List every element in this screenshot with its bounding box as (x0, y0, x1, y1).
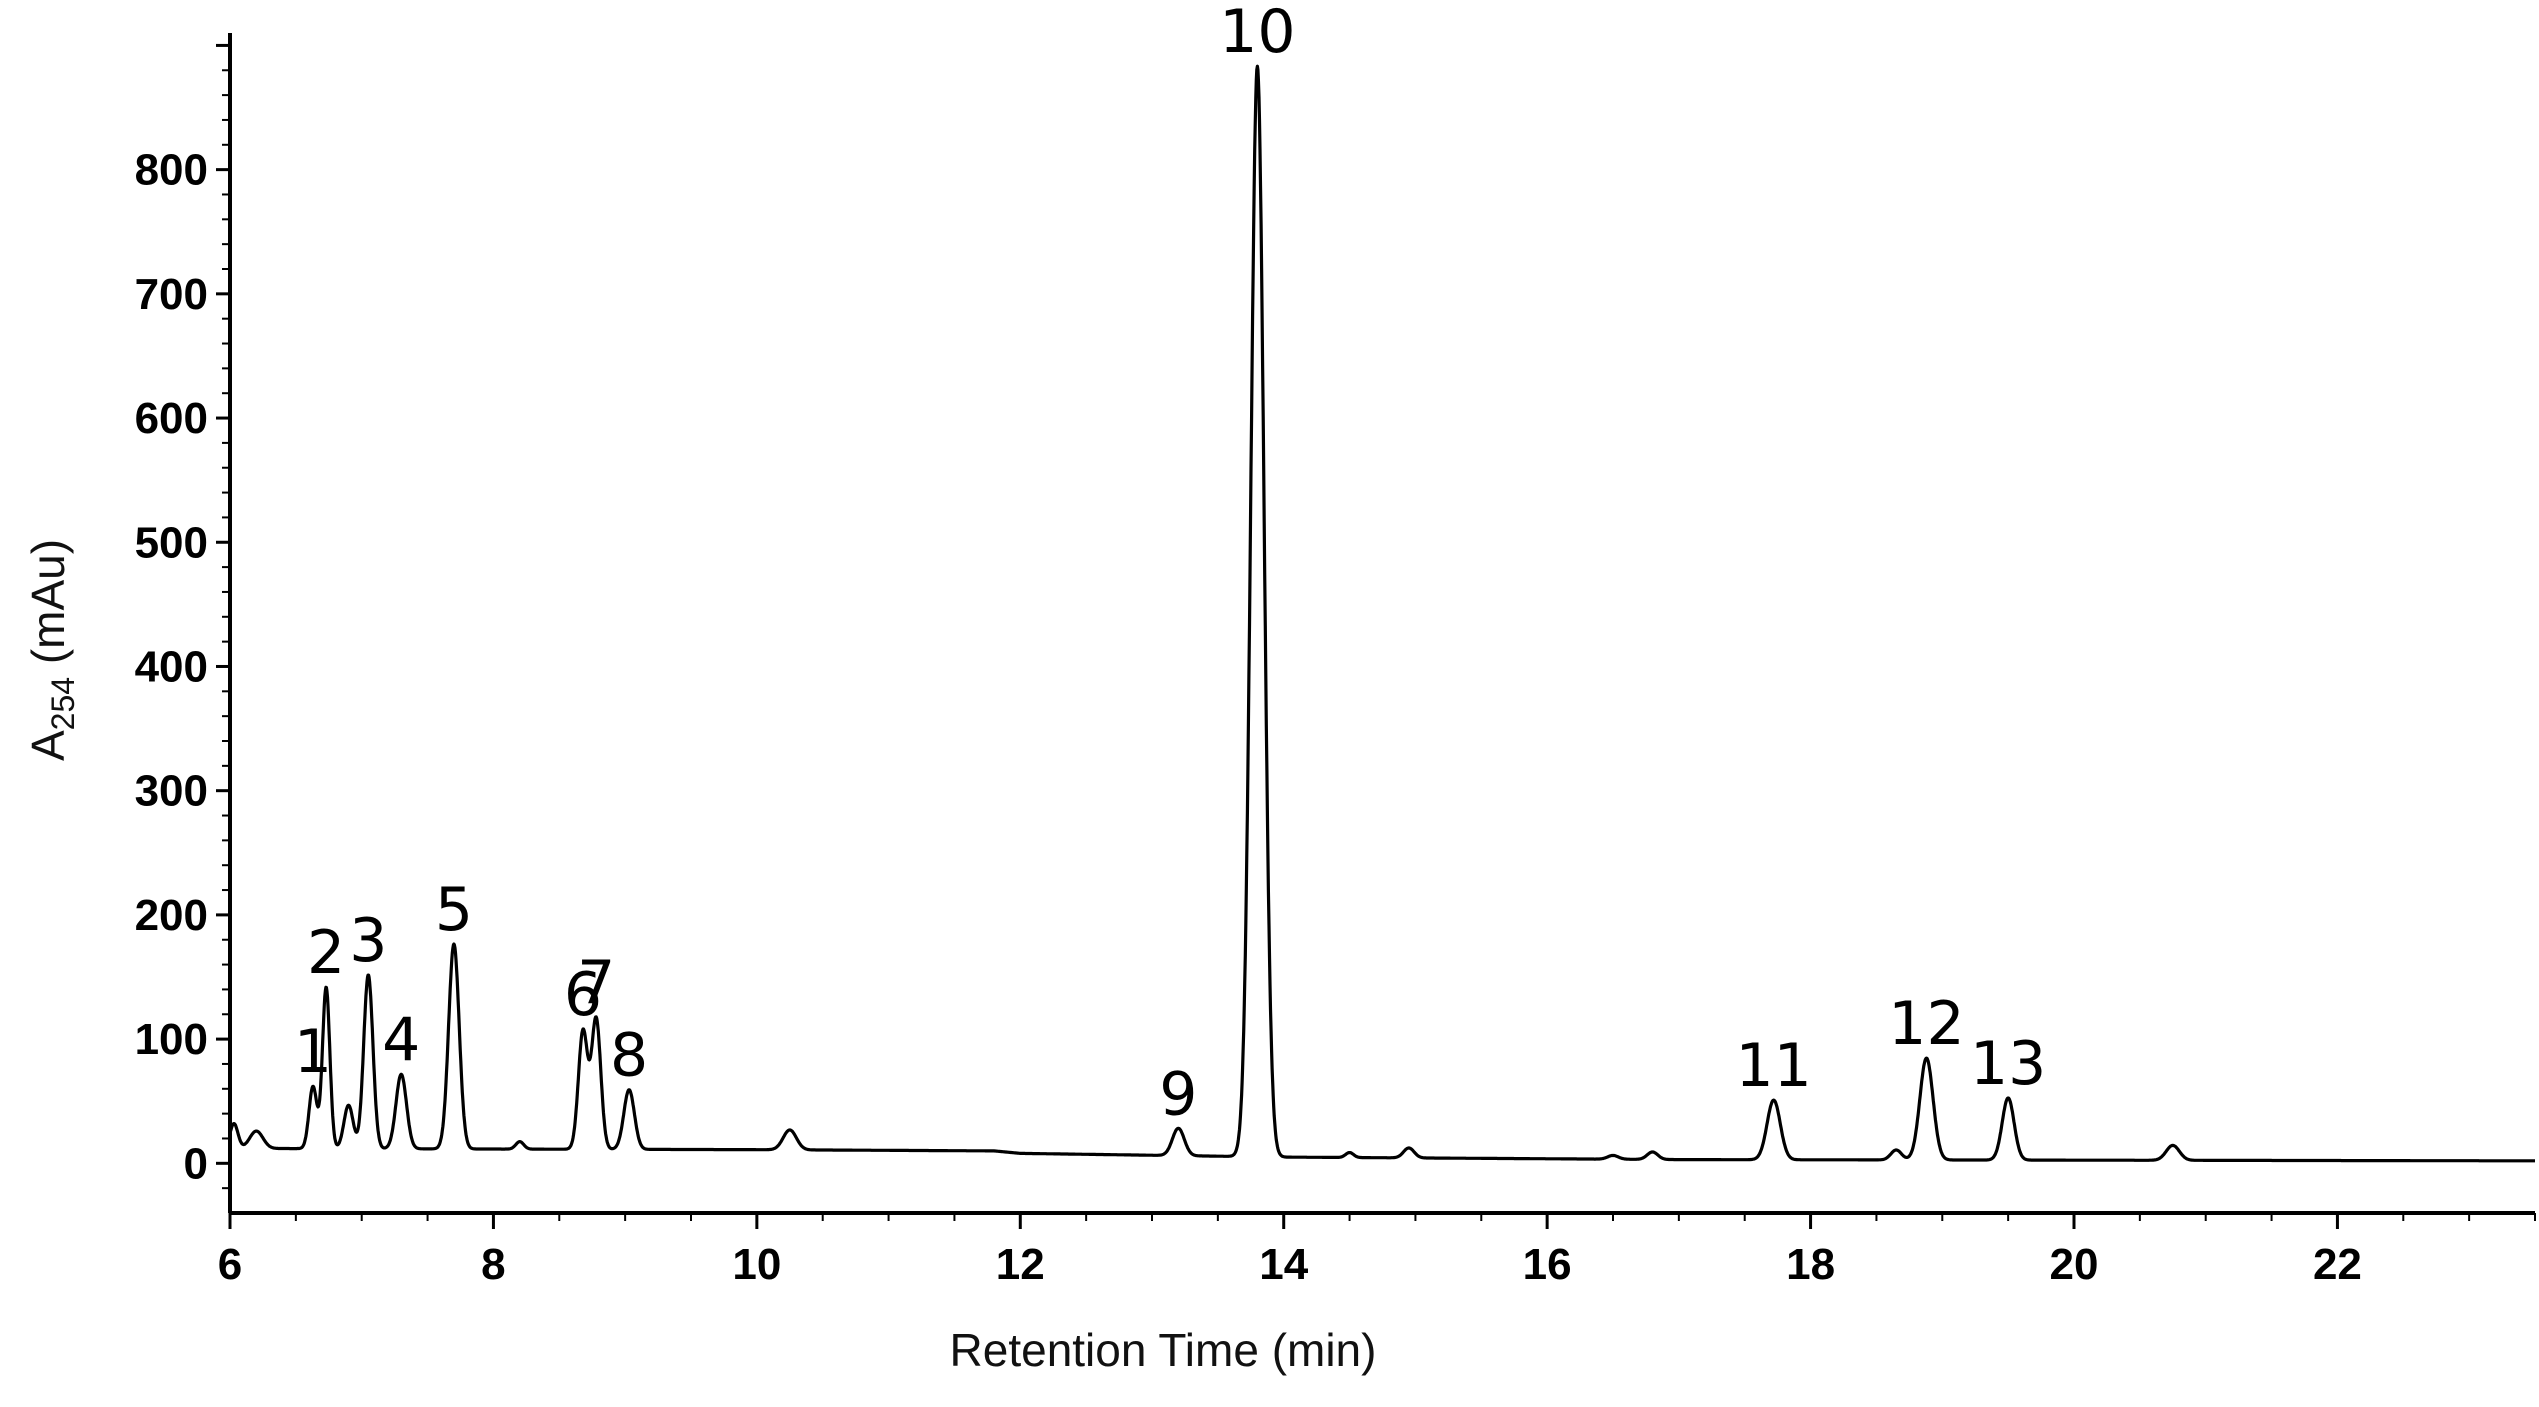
x-tick-label: 12 (996, 1240, 1045, 1289)
peak-label-5: 5 (435, 875, 473, 945)
y-tick-label: 300 (135, 767, 208, 816)
x-tick-label: 14 (1259, 1240, 1308, 1289)
peak-label-10: 10 (1219, 0, 1295, 67)
peak-label-2: 2 (307, 918, 345, 988)
peak-label-11: 11 (1736, 1031, 1812, 1101)
x-axis-title: Retention Time (min) (950, 1324, 1377, 1376)
y-tick-label: 0 (184, 1139, 208, 1188)
x-tick-label: 22 (2313, 1240, 2362, 1289)
y-tick-label: 600 (135, 394, 208, 443)
y-tick-label: 500 (135, 518, 208, 567)
peak-label-9: 9 (1159, 1059, 1197, 1129)
y-tick-label: 700 (135, 270, 208, 319)
x-tick-label: 10 (732, 1240, 781, 1289)
y-tick-label: 800 (135, 146, 208, 195)
y-axis-title-main: A (22, 730, 74, 761)
x-tick-label: 18 (1786, 1240, 1835, 1289)
peak-label-12: 12 (1888, 989, 1964, 1059)
chromatogram-trace (228, 64, 2537, 1163)
y-axis-title-unit: (mAu) (22, 539, 74, 677)
y-tick-label: 400 (135, 642, 208, 691)
y-tick-label: 100 (135, 1015, 208, 1064)
x-axis-ticks: 6 8 10 12 14 16 18 20 22 (218, 1213, 2536, 1289)
y-axis-title-subscript: 254 (45, 677, 81, 730)
peak-label-7: 7 (577, 948, 615, 1018)
axes (228, 33, 2535, 1215)
peak-label-3: 3 (349, 906, 387, 976)
peak-label-1: 1 (294, 1017, 332, 1087)
x-tick-label: 6 (218, 1240, 242, 1289)
y-axis-title: A254 (mAu) (22, 539, 81, 761)
peak-label-8: 8 (610, 1021, 648, 1091)
peak-label-13: 13 (1970, 1029, 2046, 1099)
y-axis-ticks: 0 100 200 300 400 500 600 700 800 (135, 43, 230, 1190)
x-tick-label: 20 (2050, 1240, 2099, 1289)
x-tick-label: 8 (481, 1240, 505, 1289)
y-tick-label: 200 (135, 891, 208, 940)
peak-label-4: 4 (382, 1005, 420, 1075)
x-tick-label: 16 (1523, 1240, 1572, 1289)
peak-label-6: 6 (564, 960, 602, 1030)
